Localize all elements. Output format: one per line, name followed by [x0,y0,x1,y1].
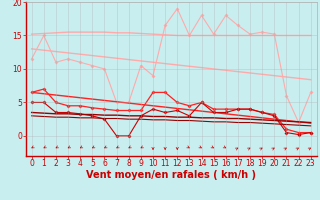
X-axis label: Vent moyen/en rafales ( km/h ): Vent moyen/en rafales ( km/h ) [86,170,256,180]
